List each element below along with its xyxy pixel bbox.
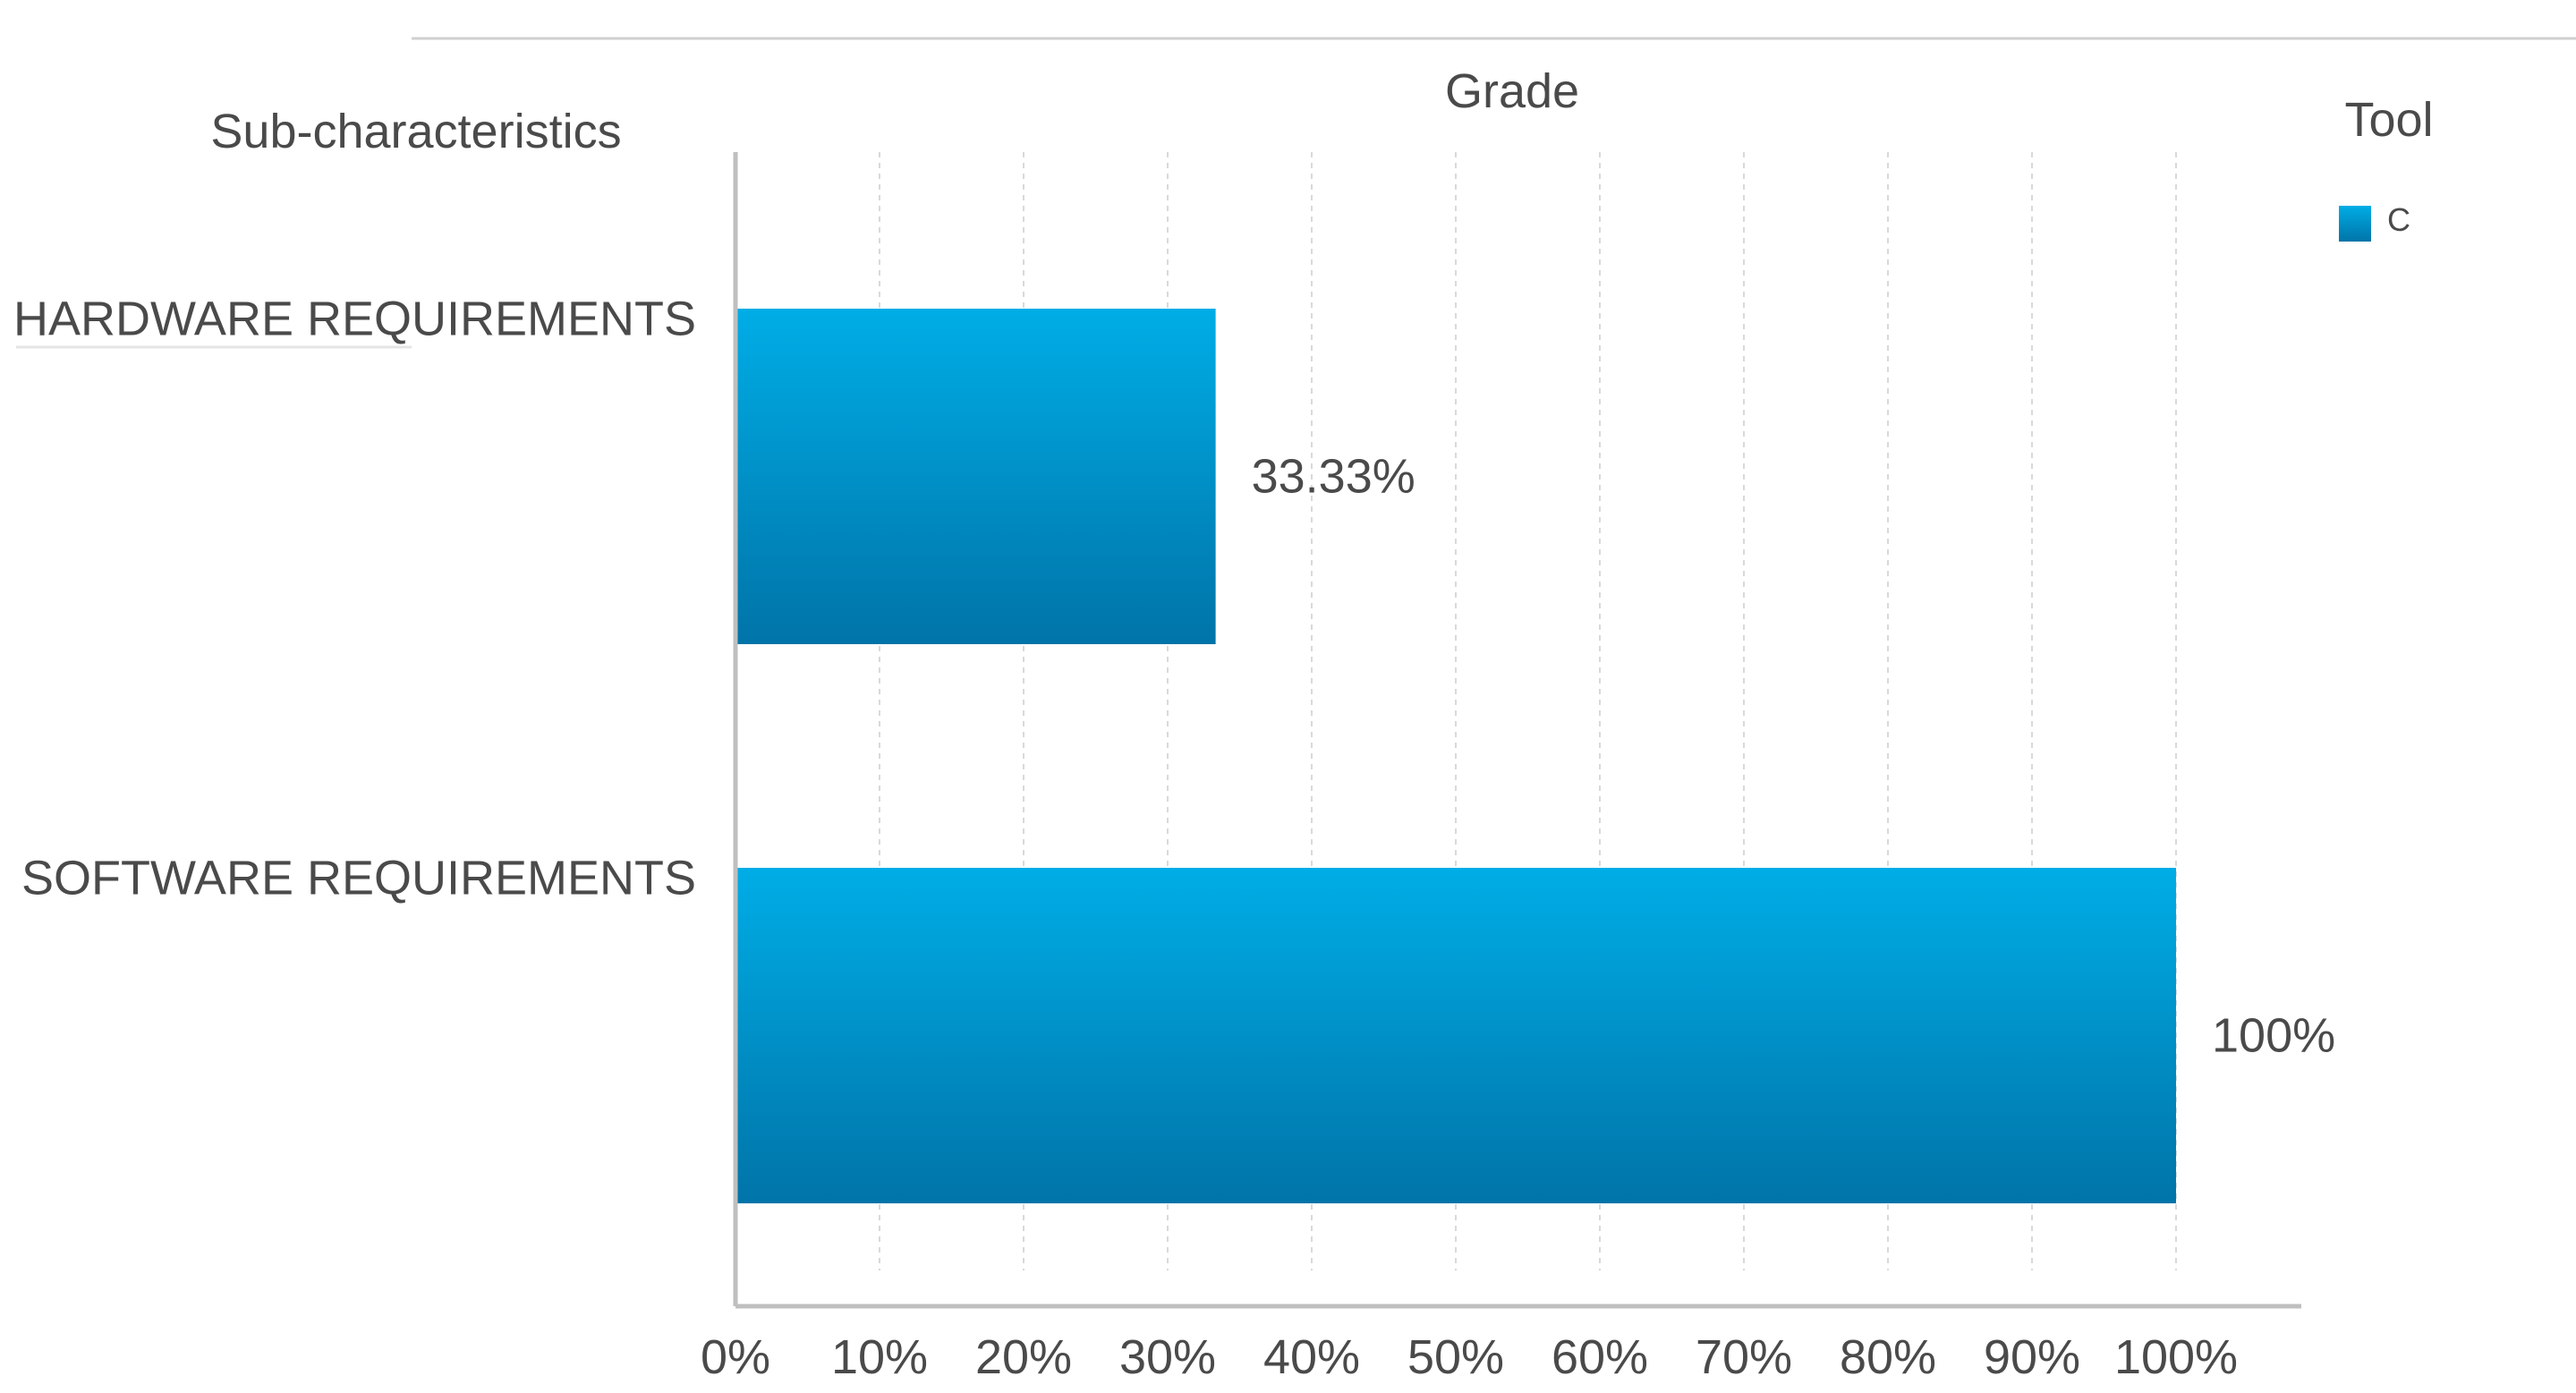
x-tick-label: 20%	[975, 1330, 1072, 1384]
bar	[735, 868, 2176, 1203]
x-tick-label: 80%	[1840, 1330, 1936, 1384]
x-tick-label: 30%	[1119, 1330, 1216, 1384]
x-tick-label: 100%	[2114, 1330, 2238, 1384]
x-tick-label: 10%	[831, 1330, 928, 1384]
category-label: HARDWARE REQUIREMENTS	[13, 293, 696, 346]
x-tick-label: 60%	[1552, 1330, 1648, 1384]
x-tick-label: 90%	[1984, 1330, 2080, 1384]
data-label: 100%	[2212, 1009, 2335, 1063]
category-label: SOFTWARE REQUIREMENTS	[21, 852, 696, 905]
x-tick-label: 70%	[1696, 1330, 1792, 1384]
bar	[735, 309, 1216, 644]
chart-title: Grade	[1445, 64, 1579, 118]
legend-title: Tool	[2344, 93, 2433, 147]
x-tick-label: 40%	[1263, 1330, 1360, 1384]
x-tick-label: 0%	[701, 1330, 770, 1384]
legend-label-c: C	[2387, 201, 2410, 238]
data-label: 33.33%	[1252, 450, 1416, 504]
x-tick-label: 50%	[1407, 1330, 1504, 1384]
category-header: Sub-characteristics	[210, 105, 621, 158]
legend: Tool C	[2339, 93, 2434, 242]
legend-swatch-c	[2339, 206, 2371, 242]
